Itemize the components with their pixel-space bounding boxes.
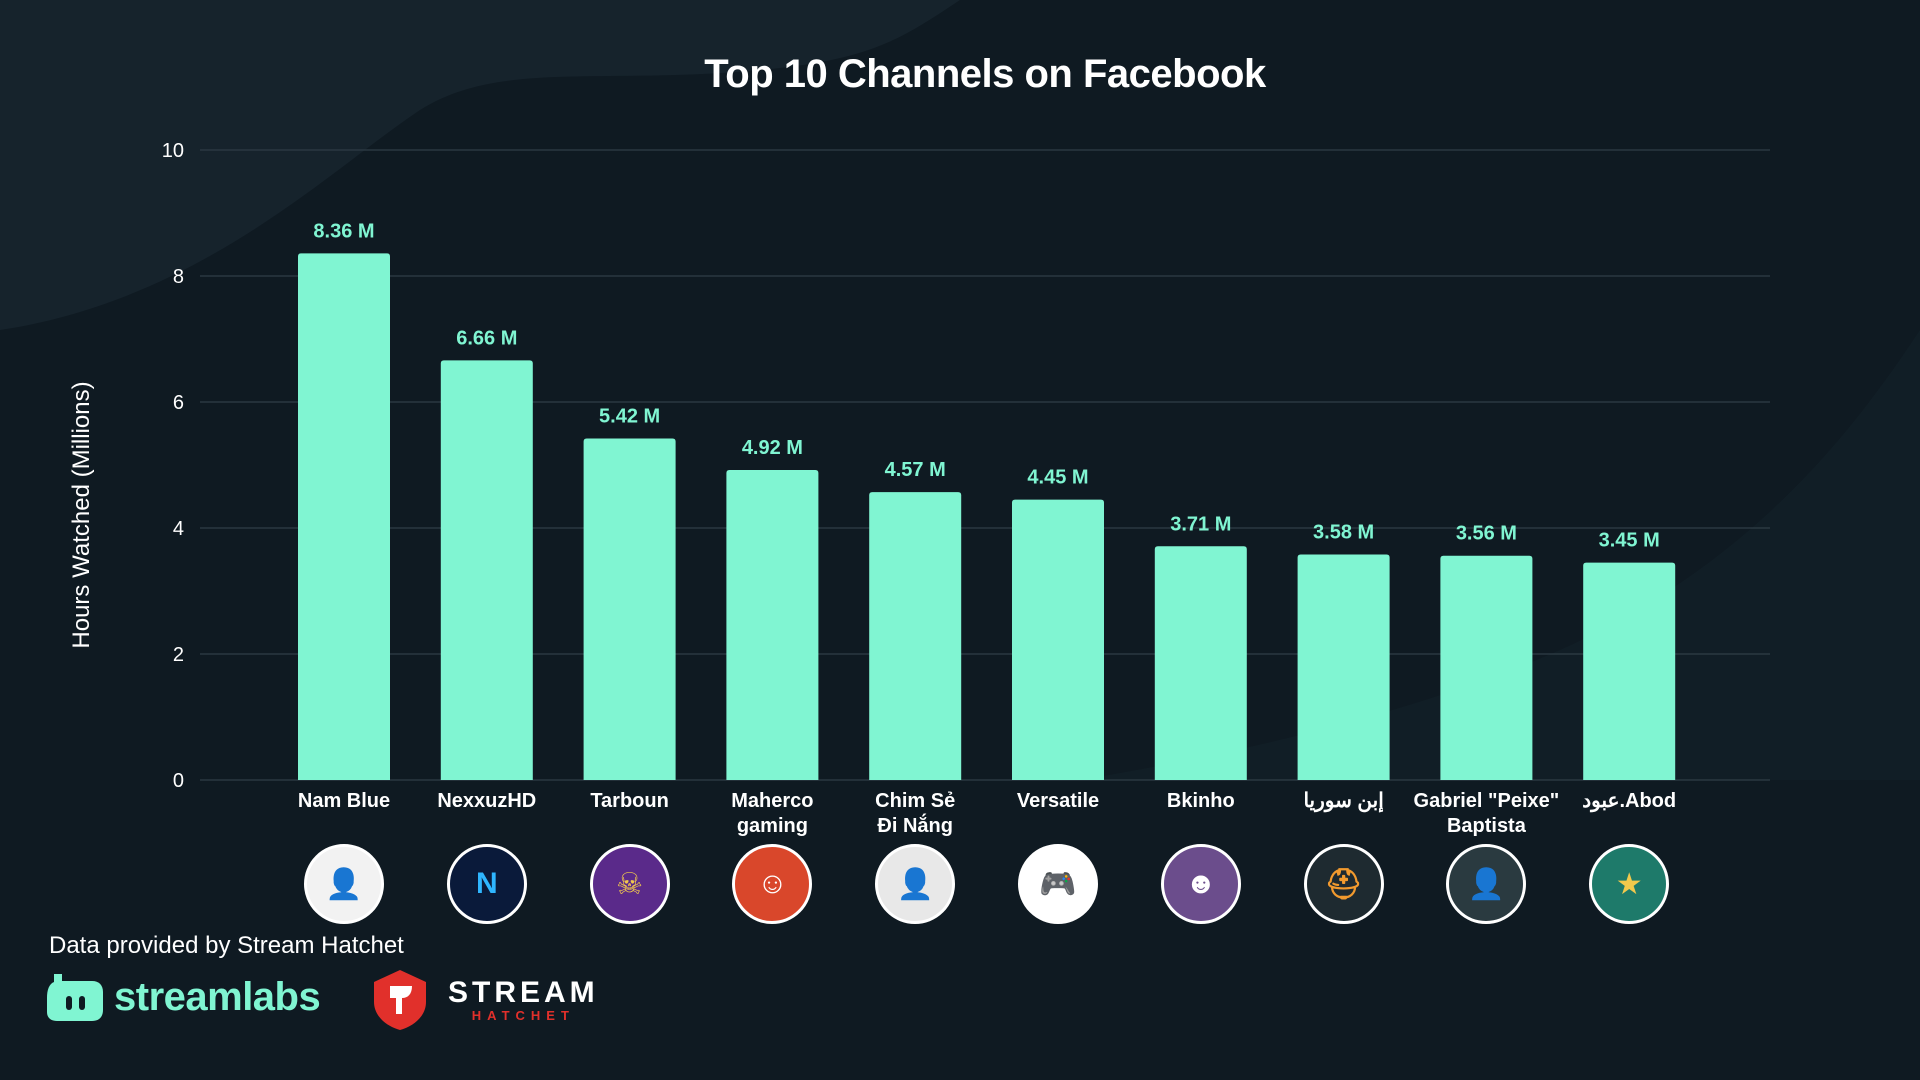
bar [1154,546,1247,780]
x-tick-label: Nam Blue [298,790,390,812]
avatar-bkinho: ☻ [1160,844,1241,924]
y-tick-label: 8 [173,266,184,288]
data-label: 3.71 M [1170,513,1231,535]
x-tick-label: Gabriel "Peixe" [1414,790,1560,812]
bar [1440,555,1533,780]
x-tick-label: NexxuzHD [437,790,536,812]
bar [1012,499,1104,780]
anime-avatar-icon: ☻ [1185,867,1217,900]
data-source-note: Data provided by Stream Hatchet [49,932,404,959]
streamlabs-logo: streamlabs [46,972,321,1022]
bar [440,360,533,780]
gaming-mascot-icon: ☺ [757,867,788,900]
gaming-mascot-icon: ☠ [616,867,644,901]
streamlabs-wordmark: streamlabs [114,974,321,1019]
stream-hatchet-subtitle: HATCHET [471,1008,575,1023]
avatar-tarboun: ☠ [589,844,670,924]
bar [726,470,819,780]
y-tick-label: 6 [173,392,184,414]
x-tick-label: عبود.Abod [1582,790,1676,813]
data-label: 4.45 M [1027,467,1088,489]
y-tick-label: 2 [173,644,184,666]
y-tick-label: 10 [162,140,184,162]
avatar-abod: ★ [1589,844,1670,924]
avatar-gabriel: 👤 [1446,844,1527,924]
avatar-ibn-syria: ⛑ [1303,844,1384,924]
x-tick-label: Đi Nắng [877,813,953,837]
y-tick-label: 4 [173,518,184,540]
x-tick-label: gaming [737,815,808,837]
x-tick-label: Versatile [1017,790,1099,812]
data-label: 8.36 M [313,220,374,242]
person-photo-icon: 👤 [1467,867,1506,901]
bar [583,438,676,780]
x-tick-label: Bkinho [1167,790,1235,812]
data-label: 4.57 M [885,459,946,481]
bar [1583,562,1676,780]
letter-n-logo-icon: N [475,867,498,900]
x-tick-label: Baptista [1447,815,1527,837]
data-label: 6.66 M [456,327,517,349]
gamepad-logo-icon: 🎮 [1039,867,1077,901]
x-tick-label: Tarboun [590,790,669,812]
data-label: 5.42 M [599,406,660,428]
data-label: 3.45 M [1599,530,1660,552]
helmet-avatar-icon: ⛑ [1324,867,1363,901]
streamlabs-icon [47,974,103,1021]
chart-title: Top 10 Channels on Facebook [704,52,1266,96]
person-photo-icon: 👤 [896,867,934,901]
avatar-chim-se: 👤 [875,844,956,924]
data-label: 3.58 M [1313,521,1374,543]
avatar-nexxuzhd: N [446,844,527,924]
data-label: 3.56 M [1456,523,1517,545]
hatchet-shield-icon [374,970,426,1030]
avatar-nam-blue: 👤 [304,844,384,924]
x-tick-label: إبن سوريا [1303,790,1383,813]
avatar-maherco: ☺ [732,844,813,924]
x-tick-label: Chim Sẻ [875,790,955,812]
y-tick-label: 0 [173,770,184,792]
stream-hatchet-wordmark: STREAM [448,976,599,1009]
bar [869,492,962,780]
bar [298,253,390,780]
data-label: 4.92 M [742,437,803,459]
gaming-mascot-icon: ★ [1615,867,1643,901]
person-photo-icon: 👤 [325,867,363,901]
avatar-versatile: 🎮 [1018,844,1098,924]
x-tick-label: Maherco [731,790,813,812]
stream-hatchet-logo: STREAM HATCHET [368,970,599,1030]
bar [1297,554,1390,780]
